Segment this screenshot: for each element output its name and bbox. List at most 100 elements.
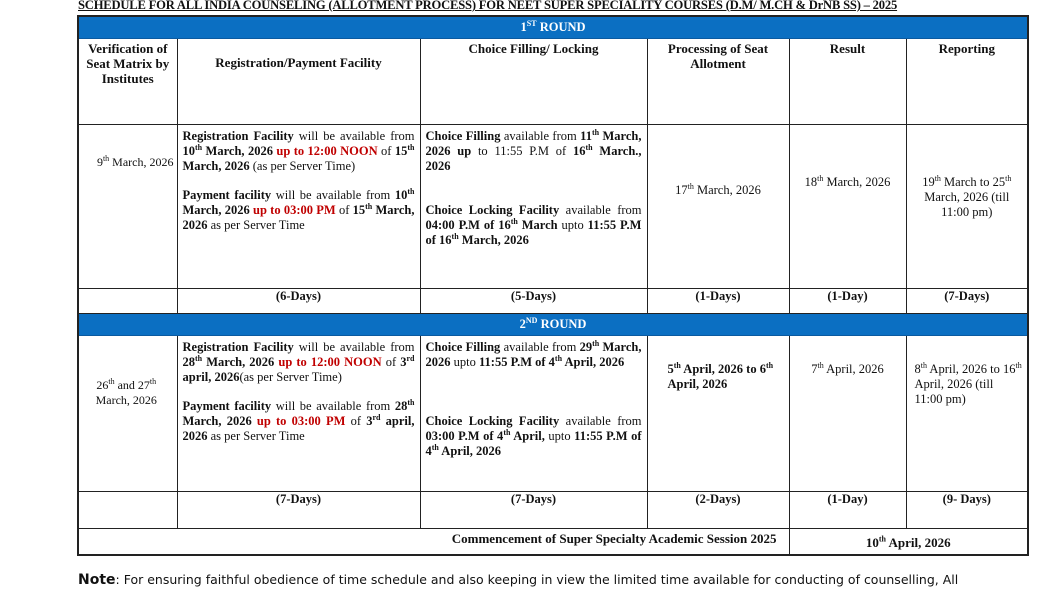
choice-filling-text: Choice Filling available from 11th March… (425, 128, 642, 189)
text-segment: th (407, 397, 415, 407)
text-segment: 03:00 P.M of 4 (425, 428, 504, 443)
text-segment: March, 2026 (182, 158, 250, 173)
text-segment: april, 2026 (182, 369, 240, 384)
days: (9- Days) (905, 490, 1029, 529)
header-processing: Processing of Seat Allotment (646, 37, 790, 125)
text-segment: 10 (865, 534, 879, 550)
days: (7-Days) (905, 287, 1029, 314)
note-label: Note (78, 572, 116, 588)
verification-date: 9th March, 2026 (77, 123, 178, 289)
text-segment: April, 2026 (886, 534, 951, 550)
text-segment: 11:55 P.M of 4 (478, 354, 555, 369)
text-segment: March, 2026 (202, 143, 277, 158)
text-segment: 18 (804, 174, 818, 189)
text-segment: upto (450, 354, 479, 369)
text-segment: Choice Filling (425, 128, 501, 143)
result-date: 7th April, 2026 (788, 334, 907, 492)
text-segment: up to 12:00 NOON (278, 354, 382, 369)
text-segment: 15 (352, 202, 366, 217)
text-segment: April, 2026 (667, 376, 728, 391)
text-segment: March, 2026 up (425, 128, 642, 158)
text-segment: to 11:55 P.M of (471, 143, 573, 158)
choice-cell: Choice Filling available from 29th March… (419, 334, 648, 492)
text-segment: up to 03:00 PM (256, 413, 346, 428)
text-segment: th (673, 360, 681, 370)
days: (1-Day) (788, 287, 907, 314)
text-segment: th (920, 360, 927, 370)
text-segment: up to 03:00 PM (253, 202, 336, 217)
text-segment: 3 (400, 354, 407, 369)
text-segment: th (108, 376, 115, 386)
text-segment: of (377, 143, 395, 158)
text-segment: April, 2026 to 16 (926, 361, 1016, 376)
text-segment: April, (510, 428, 545, 443)
text-segment: th (1005, 173, 1012, 183)
text-segment: 29 (579, 339, 593, 354)
processing-date: 17th March, 2026 (646, 123, 790, 289)
round-2-days-row: (7-Days) (7-Days) (2-Days) (1-Day) (9- D… (77, 490, 1029, 529)
text-segment: th (592, 338, 600, 348)
registration-payment-cell: Registration Facility will be available … (176, 123, 421, 289)
header-verification: Verification of Seat Matrix by Institute… (77, 37, 178, 125)
text-segment: 10 (182, 143, 196, 158)
text-segment: 19 (922, 174, 935, 189)
days: (6-Days) (176, 287, 421, 314)
text-segment: th (149, 376, 157, 386)
text-segment: 3 (366, 413, 373, 428)
text-segment: th (878, 534, 887, 544)
text-segment: 8 (914, 361, 921, 376)
text-segment: th (817, 360, 824, 370)
text-segment: ROUND (536, 19, 586, 34)
text-segment: 9 (96, 154, 103, 169)
text-segment: available from (500, 128, 581, 143)
text-segment: will be available from (271, 187, 395, 202)
text-segment: March., 2026 (425, 143, 642, 173)
text-segment: th (195, 142, 203, 152)
text-segment: Choice Locking Facility (425, 202, 560, 217)
text-segment: March, 2026 (182, 202, 415, 232)
registration-text: Registration Facility will be available … (183, 129, 415, 174)
text-segment: March, 2026 (109, 154, 174, 169)
payment-text: Payment facility will be available from … (182, 397, 415, 444)
text-segment: March, 2026 (458, 232, 529, 247)
text-segment: th (102, 153, 110, 163)
header-result: Result (788, 37, 907, 125)
text-segment: th (1015, 360, 1022, 370)
text-segment: 1 (520, 19, 527, 34)
text-segment: March, 2026 (425, 339, 642, 369)
column-header-row: Verification of Seat Matrix by Institute… (77, 37, 1029, 125)
text-segment: March, 2026 (182, 413, 257, 428)
text-segment: Choice Locking Facility (425, 413, 560, 428)
text-segment: available from (559, 202, 642, 217)
days: (1-Days) (646, 287, 790, 314)
text-segment: th (451, 231, 459, 241)
text-segment: april, 2026 (182, 413, 415, 443)
text-segment: up to 12:00 NOON (276, 143, 378, 158)
text-segment: th (431, 442, 439, 452)
commencement-date: 10th April, 2026 (788, 527, 1029, 556)
round-label: 1ST ROUND (77, 15, 1029, 39)
text-segment: March, 2026 (95, 392, 157, 407)
text-segment: (as per Server Time) (249, 158, 356, 173)
text-segment: available from (559, 413, 642, 428)
choice-locking-text: Choice Locking Facility available from 0… (426, 414, 642, 459)
text-segment: upto (544, 428, 575, 443)
header-choice: Choice Filling/ Locking (419, 37, 648, 125)
text-segment: March, 2026 (till 11:00 pm) (924, 189, 1010, 219)
text-segment: 04:00 P.M of 16 (425, 217, 511, 232)
days: (7-Days) (176, 490, 421, 529)
text-segment: 7 (811, 361, 818, 376)
text-segment: will be available from (271, 398, 395, 413)
text-segment: Registration Facility (182, 128, 294, 143)
text-segment: available from (500, 339, 580, 354)
text-segment: rd (406, 353, 415, 363)
commencement-label: Commencement of Super Specialty Academic… (77, 527, 790, 556)
text-segment: April, 2026 (562, 354, 625, 369)
text-segment: th (365, 201, 373, 211)
result-date: 18th March, 2026 (788, 123, 907, 289)
registration-payment-cell: Registration Facility will be available … (176, 334, 421, 492)
text-segment: Registration Facility (182, 339, 294, 354)
text-segment: th (195, 353, 203, 363)
empty-cell (77, 287, 178, 314)
text-segment: of (335, 202, 353, 217)
